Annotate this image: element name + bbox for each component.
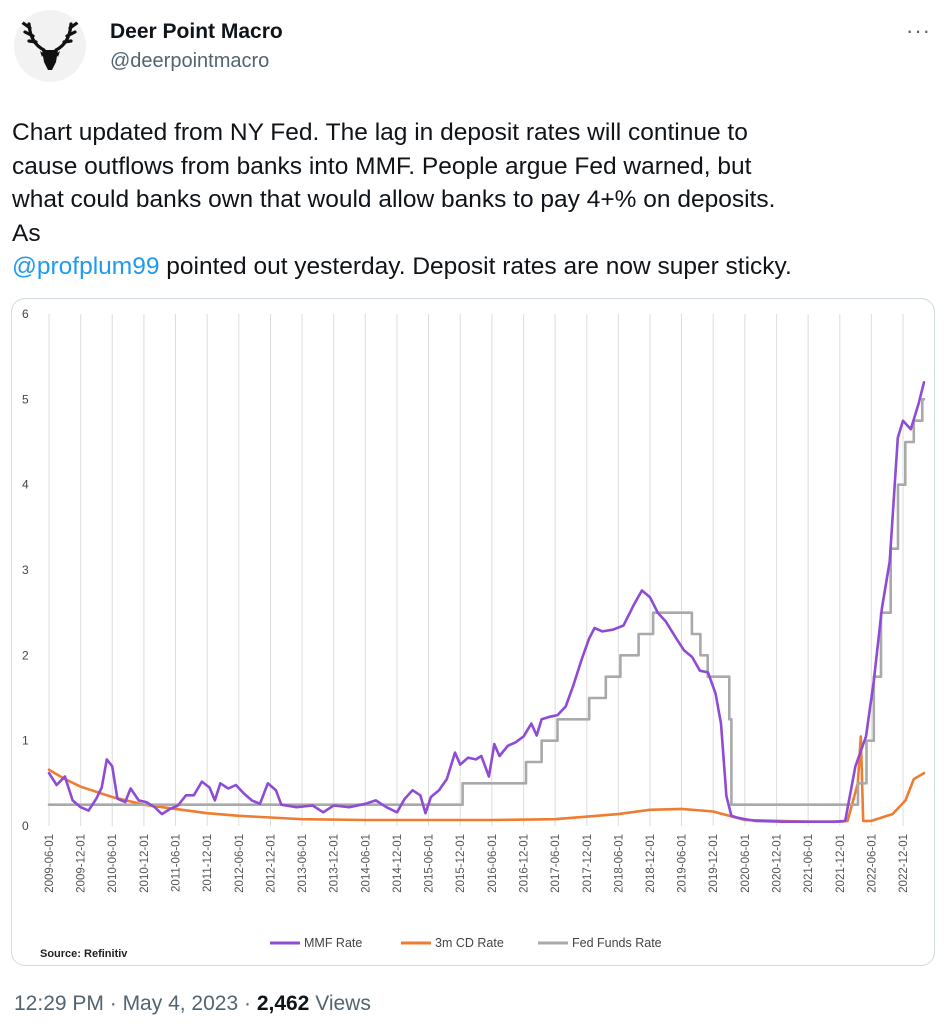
y-tick-label: 2 xyxy=(22,648,29,662)
tweet-line: As xyxy=(12,219,41,247)
views-label: Views xyxy=(309,992,371,1015)
x-tick-label: 2011-06-01 xyxy=(170,834,182,892)
x-tick-label: 2019-06-01 xyxy=(677,834,689,893)
series-line xyxy=(47,398,926,807)
x-tick-label: 2018-06-01 xyxy=(613,834,625,893)
line-chart: 2009-06-01 2009-12-01 2010-06-01 2010-12-01… xyxy=(22,307,926,960)
series-line xyxy=(47,735,926,824)
mention-link[interactable]: @profplum99 xyxy=(12,253,160,280)
x-tick-label: 2015-06-01 xyxy=(423,834,435,893)
chart-source: Source: Refinitiv xyxy=(40,948,128,960)
tweet-time[interactable]: 12:29 PM xyxy=(14,992,104,1015)
y-tick-label: 1 xyxy=(22,734,29,748)
x-tick-label: 2022-12-01 xyxy=(898,834,910,893)
x-tick-label: 2010-12-01 xyxy=(139,834,151,893)
x-tick-label: 2017-06-01 xyxy=(550,834,562,893)
x-tick-label: 2011-12-01 xyxy=(202,834,214,892)
x-tick-label: 2018-12-01 xyxy=(645,834,657,893)
tweet-line: @profplum99 pointed out yesterday. Depos… xyxy=(12,250,937,284)
separator: · xyxy=(103,992,123,1015)
legend-label: MMF Rate xyxy=(304,936,362,950)
avatar[interactable] xyxy=(14,10,86,82)
y-tick-label: 4 xyxy=(22,478,29,492)
tweet-meta: 12:29 PM · May 4, 2023 · 2,462 Views xyxy=(14,990,371,1018)
x-tick-label: 2020-06-01 xyxy=(740,834,752,893)
tweet-line: Chart updated from NY Fed. The lag in de… xyxy=(12,119,748,146)
legend-label: Fed Funds Rate xyxy=(572,936,662,950)
tweet-line: what could banks own that would allow ba… xyxy=(12,186,776,213)
series-line xyxy=(47,381,926,824)
more-icon[interactable]: ··· xyxy=(906,18,931,43)
y-tick-label: 0 xyxy=(22,819,29,833)
x-tick-label: 2009-12-01 xyxy=(76,834,88,893)
author-handle[interactable]: @deerpointmacro xyxy=(110,50,270,72)
x-tick-label: 2022-06-01 xyxy=(866,834,878,893)
x-tick-label: 2017-12-01 xyxy=(582,834,594,893)
x-tick-label: 2014-06-01 xyxy=(360,834,372,893)
separator: · xyxy=(238,992,257,1015)
tweet-line: cause outflows from banks into MMF. Peop… xyxy=(12,152,752,180)
x-tick-label: 2012-12-01 xyxy=(266,834,278,893)
x-tick-label: 2010-06-01 xyxy=(107,834,119,893)
x-tick-label: 2016-12-01 xyxy=(519,834,531,893)
author-name[interactable]: Deer Point Macro xyxy=(110,20,283,43)
author-block: Deer Point Macro @deerpointmacro xyxy=(110,18,283,76)
x-tick-label: 2021-12-01 xyxy=(835,834,847,893)
x-tick-label: 2013-12-01 xyxy=(329,834,341,893)
x-tick-label: 2016-06-01 xyxy=(487,834,499,893)
x-tick-label: 2019-12-01 xyxy=(708,834,720,893)
tweet-line-rest: pointed out yesterday. Deposit rates are… xyxy=(159,253,792,280)
x-tick-label: 2009-06-01 xyxy=(44,834,56,893)
x-tick-label: 2013-06-01 xyxy=(297,834,309,893)
y-tick-label: 3 xyxy=(22,563,29,577)
x-tick-label: 2014-12-01 xyxy=(392,834,404,893)
tweet-date[interactable]: May 4, 2023 xyxy=(122,992,239,1015)
deer-head-icon xyxy=(21,21,79,70)
y-tick-label: 6 xyxy=(22,307,29,321)
y-tick-label: 5 xyxy=(22,392,29,406)
x-tick-label: 2015-12-01 xyxy=(455,834,467,893)
views-count: 2,462 xyxy=(256,992,310,1015)
x-tick-label: 2020-12-01 xyxy=(772,834,784,893)
x-tick-label: 2021-06-01 xyxy=(803,834,815,893)
chart-image[interactable]: 2009-06-01 2009-12-01 2010-06-01 2010-12-01… xyxy=(11,298,935,966)
x-tick-label: 2012-06-01 xyxy=(234,834,246,893)
tweet-text: Chart updated from NY Fed. The lag in de… xyxy=(12,116,937,284)
legend-label: 3m CD Rate xyxy=(435,936,504,950)
